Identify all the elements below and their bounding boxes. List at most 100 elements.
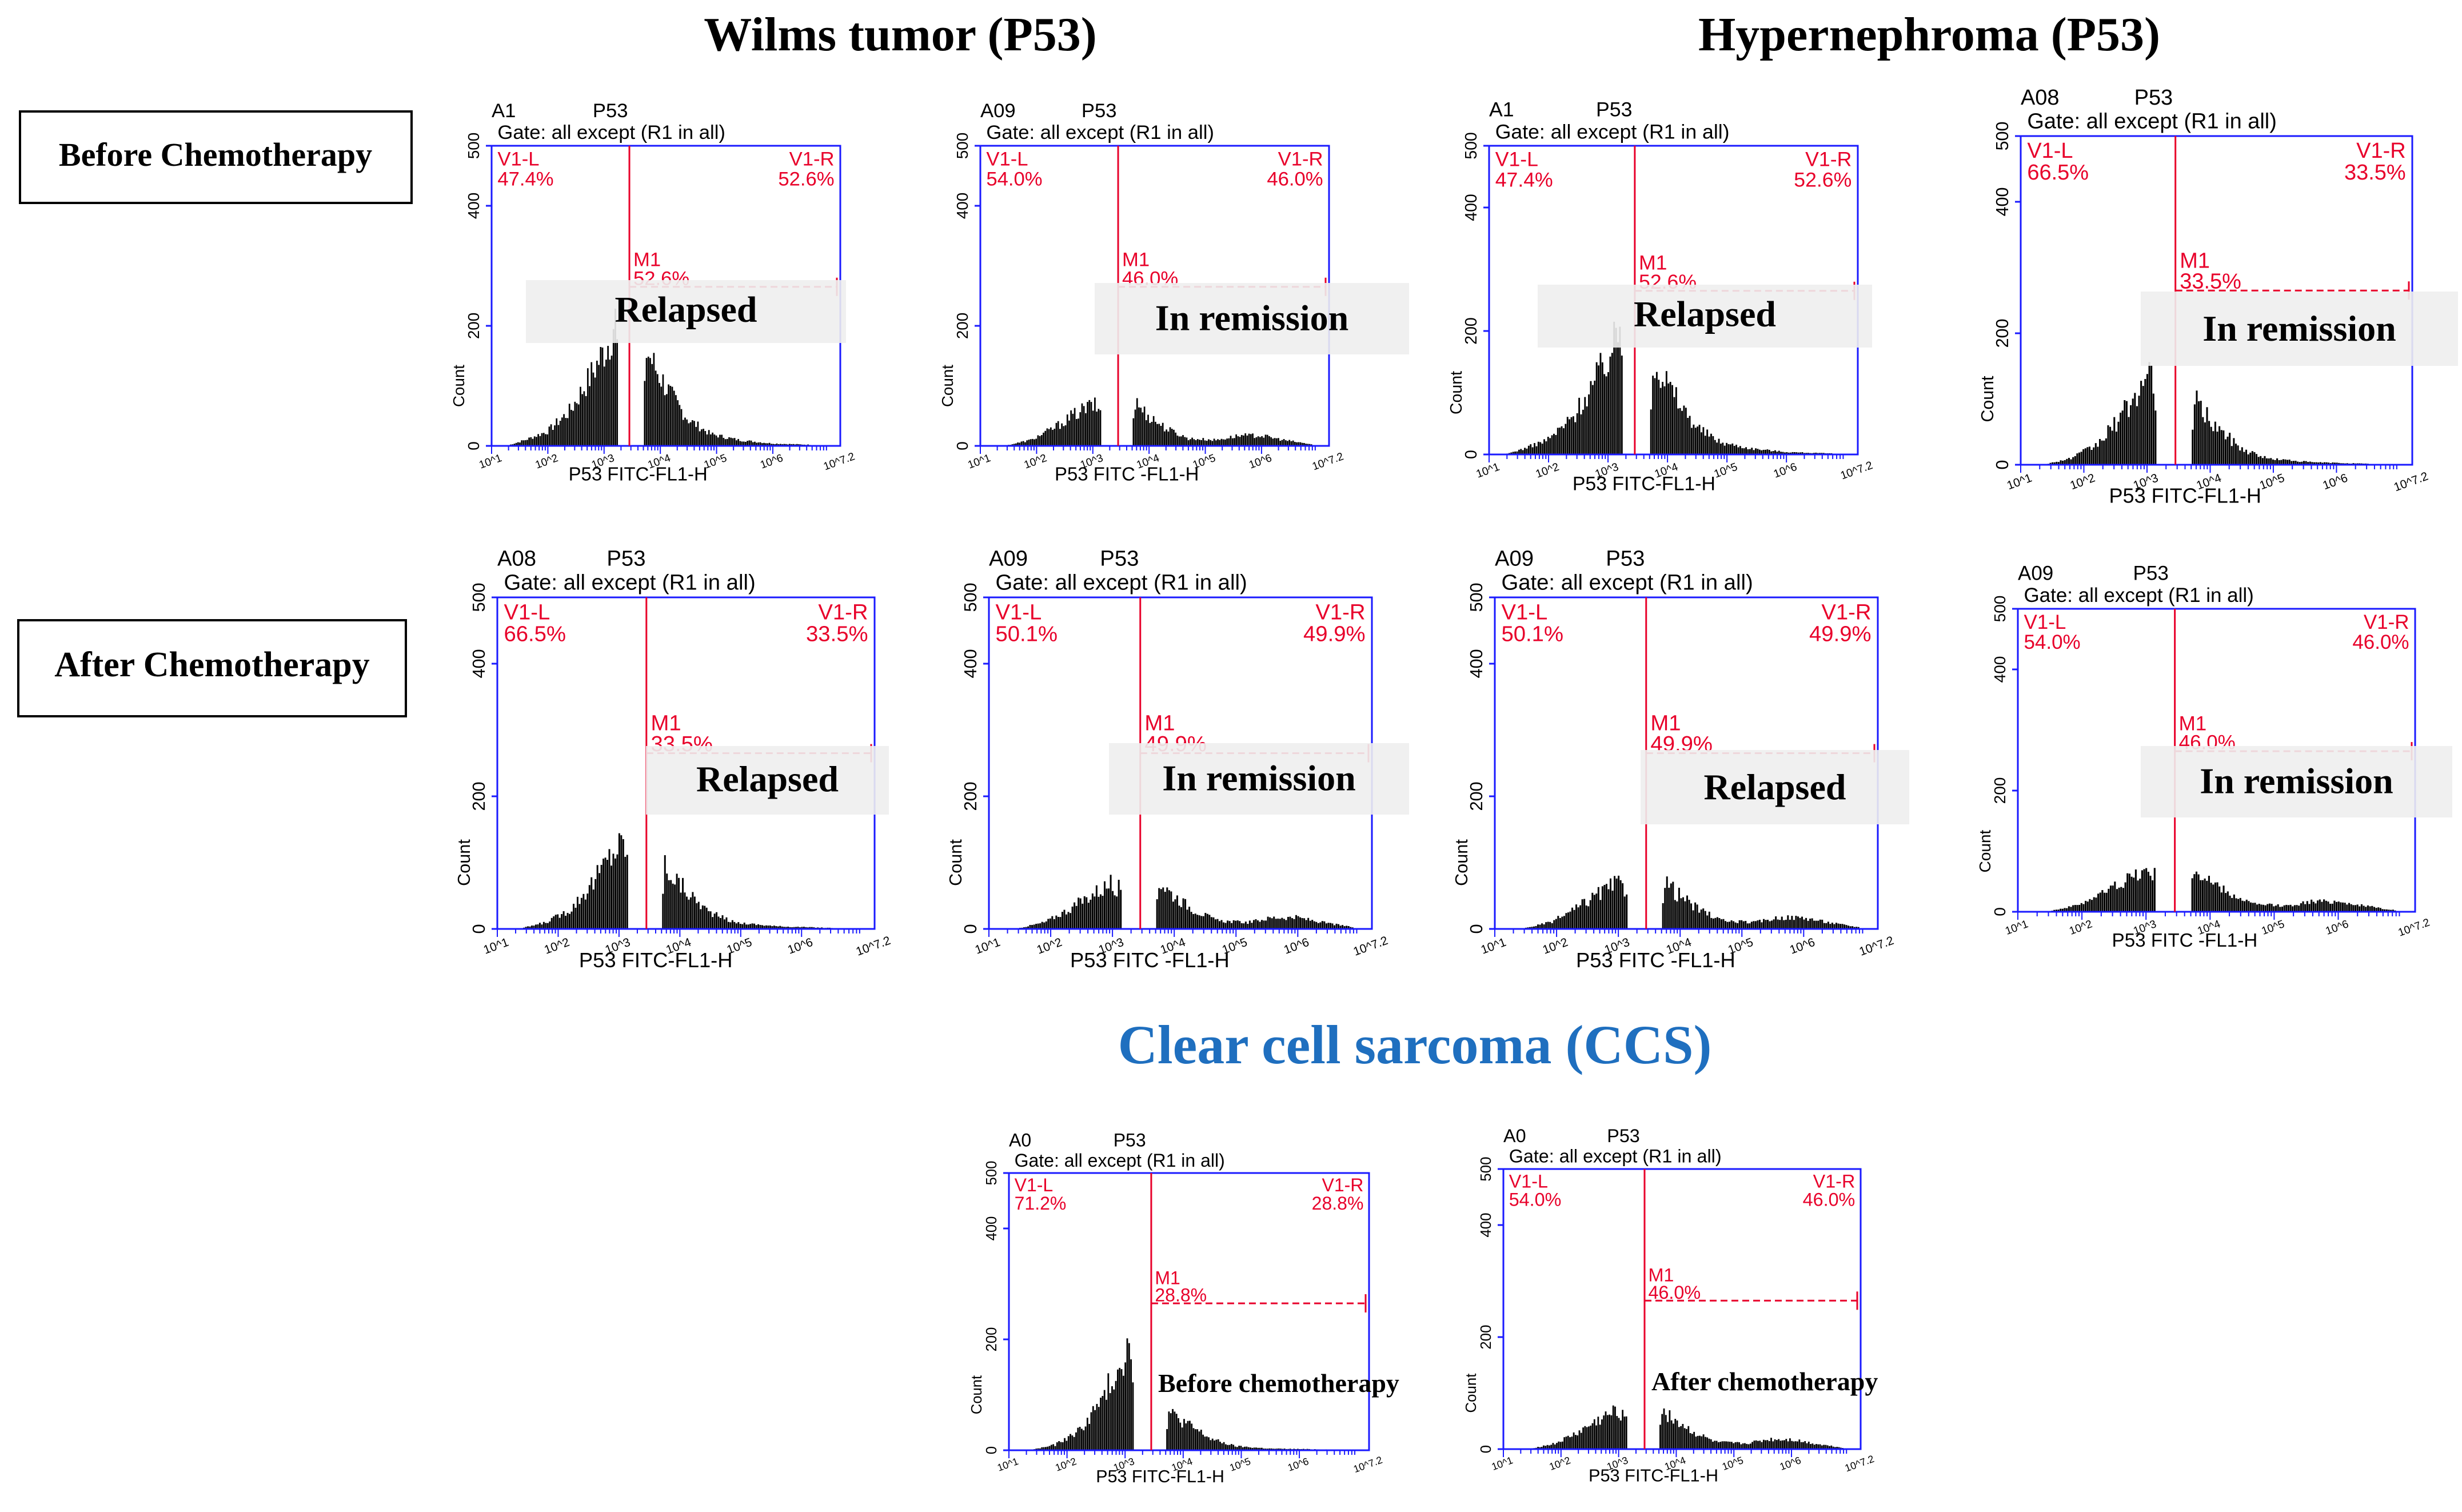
- histogram-bar: [519, 442, 521, 446]
- histogram-bar: [2117, 421, 2120, 465]
- histogram-bar: [1327, 923, 1330, 929]
- histogram-bar: [1785, 1439, 1787, 1449]
- sample-id: A1: [1489, 98, 1514, 121]
- histogram-bar: [2302, 901, 2304, 912]
- histogram-bar: [721, 434, 723, 446]
- histogram-bar: [1200, 440, 1202, 446]
- histogram-bar: [1030, 439, 1032, 446]
- histogram-bar: [2354, 905, 2357, 912]
- v1-left-percent: 50.1%: [995, 622, 1058, 647]
- histogram-bar: [2193, 874, 2196, 912]
- histogram-bar: [1211, 441, 1214, 446]
- histogram-bar: [2388, 909, 2390, 912]
- marker-name: P53: [593, 100, 628, 122]
- histogram-bar: [1714, 1441, 1716, 1449]
- x-axis-label: P53 FITC-FL1-H: [1573, 473, 1715, 494]
- histogram-bar: [1313, 921, 1315, 929]
- histogram-bar: [1013, 444, 1015, 446]
- histogram-bar: [1156, 424, 1158, 446]
- histogram-bar: [1275, 438, 1278, 446]
- status-annotation: Relapsed: [1704, 767, 1846, 807]
- y-tick-label: 200: [469, 781, 489, 811]
- histogram-bar: [1582, 1427, 1584, 1449]
- histogram-bar: [1741, 920, 1743, 929]
- gate-text: Gate: all except (R1 in all): [986, 122, 1214, 143]
- histogram-bar: [537, 924, 539, 929]
- after-chemotherapy-label: After Chemotherapy: [54, 645, 370, 684]
- histogram-bar: [1567, 912, 1569, 929]
- histogram-bar: [1122, 1375, 1124, 1450]
- histogram-bar: [1287, 441, 1288, 446]
- histogram-bar: [1819, 919, 1821, 929]
- histogram-bar: [1654, 378, 1656, 454]
- v1-right-label: V1-R: [818, 600, 868, 624]
- histogram-bar: [796, 444, 798, 446]
- histogram-bar: [1744, 1443, 1746, 1449]
- histogram-bar: [2268, 903, 2271, 912]
- histogram-bar: [1701, 1436, 1703, 1449]
- histogram-bar: [1783, 1440, 1785, 1449]
- histogram-bar: [1607, 889, 1610, 929]
- histogram-bar: [2154, 410, 2157, 465]
- histogram-bar: [789, 927, 791, 929]
- histogram-bar: [723, 437, 725, 446]
- m1-label: M1: [2180, 249, 2210, 273]
- histogram-bar: [691, 420, 693, 446]
- histogram-bar: [1599, 1425, 1601, 1449]
- histogram-bar: [1758, 919, 1761, 929]
- histogram-bar: [1607, 372, 1609, 454]
- histogram-bar: [761, 443, 763, 446]
- histogram-bar: [2074, 905, 2076, 912]
- histogram-bar: [1606, 1415, 1609, 1449]
- histogram-bar: [549, 921, 551, 929]
- y-axis-label: Count: [1447, 371, 1466, 414]
- histogram-bar: [1730, 920, 1733, 929]
- histogram-bar: [1797, 1441, 1798, 1449]
- histogram-bar: [1773, 919, 1775, 929]
- y-tick-label: 0: [1993, 460, 2012, 470]
- histogram-bar: [1613, 321, 1615, 454]
- x-tick-label: 10^6: [1286, 1455, 1310, 1474]
- histogram-bar: [1257, 436, 1259, 446]
- histogram-bar: [1697, 1435, 1699, 1449]
- histogram-bar: [1593, 895, 1595, 929]
- histogram-bar: [1071, 1435, 1074, 1450]
- histogram-bar: [708, 911, 710, 929]
- histogram-bar: [1057, 421, 1059, 446]
- gate-text: Gate: all except (R1 in all): [995, 571, 1247, 595]
- histogram-bar: [1092, 1406, 1094, 1450]
- histogram-bar: [1251, 1447, 1254, 1450]
- histogram-bar: [1691, 428, 1693, 454]
- histogram-bar: [2099, 438, 2101, 465]
- histogram-bar: [1350, 927, 1352, 929]
- histogram-bar: [1166, 1429, 1168, 1450]
- histogram-bar: [1537, 441, 1539, 454]
- v1-right-percent: 52.6%: [778, 168, 834, 190]
- y-tick-label: 500: [469, 583, 489, 612]
- histogram-bar: [1303, 442, 1305, 446]
- histogram-bar: [2137, 880, 2139, 912]
- histogram-bar: [1099, 410, 1102, 446]
- histogram-bar: [1142, 412, 1144, 446]
- histogram-bar: [1789, 919, 1791, 929]
- histogram-bar: [1100, 1398, 1102, 1450]
- histogram-bar: [1813, 1445, 1815, 1449]
- histogram-bar: [608, 849, 610, 929]
- histogram-bar: [1603, 884, 1606, 929]
- histogram-bar: [2148, 362, 2150, 465]
- histogram-bar: [1588, 394, 1590, 454]
- sample-id: A08: [497, 546, 536, 571]
- x-axis-label: P53 FITC -FL1-H: [1070, 948, 1230, 972]
- histogram-bar: [1175, 432, 1177, 446]
- histogram-bar: [2311, 462, 2313, 465]
- histogram-bar: [2359, 906, 2361, 912]
- histogram-bar: [2064, 460, 2066, 465]
- histogram-bar: [1047, 919, 1050, 929]
- x-tick-label: 10^7.2: [1857, 934, 1896, 959]
- m1-percent: 46.0%: [1648, 1282, 1701, 1303]
- histogram-bar: [1187, 1421, 1189, 1450]
- histogram-bar: [1223, 922, 1225, 929]
- histogram-bar: [1200, 916, 1203, 929]
